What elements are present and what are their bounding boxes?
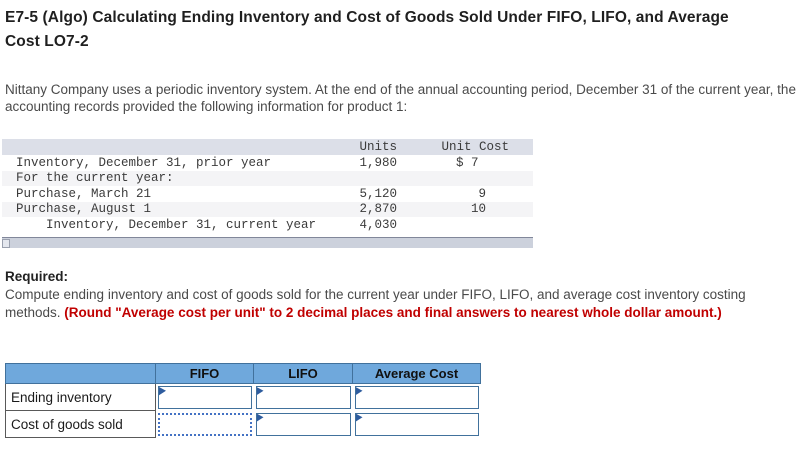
triangle-flag-icon	[355, 387, 363, 396]
fifo-column-header: FIFO	[155, 363, 254, 384]
ending-inventory-lifo-input[interactable]	[255, 386, 351, 409]
lifo-column-header: LIFO	[253, 363, 353, 384]
cost-of-goods-sold-fifo-input-focused[interactable]	[158, 412, 252, 436]
answer-header-row: FIFO LIFO Average Cost	[5, 363, 481, 384]
inventory-data-table: Units Unit Cost Inventory, December 31, …	[2, 139, 533, 233]
row-label: Purchase, August 1	[16, 202, 152, 217]
row-label-ending-inventory: Ending inventory	[5, 383, 156, 411]
inventory-table-header: Units Unit Cost	[2, 139, 533, 155]
row-unit-cost: 10	[470, 202, 486, 217]
required-heading: Required:	[5, 269, 69, 284]
triangle-flag-icon	[355, 413, 363, 422]
row-units: 4,030	[359, 217, 397, 232]
row-label-cost-of-goods-sold: Cost of goods sold	[5, 410, 156, 438]
cost-of-goods-sold-lifo-input[interactable]	[255, 412, 351, 436]
row-unit-cost: $ 7	[455, 155, 486, 170]
required-instructions: Compute ending inventory and cost of goo…	[5, 287, 746, 320]
required-paragraph: Compute ending inventory and cost of goo…	[5, 286, 797, 321]
row-unit-cost: 9	[478, 186, 486, 201]
table-row: Purchase, August 1 2,870 10	[2, 201, 533, 217]
scrollbar-thumb[interactable]	[2, 239, 10, 248]
table-row: For the current year:	[2, 170, 533, 186]
row-label: Purchase, March 21	[16, 186, 152, 201]
table-row: Inventory, December 31, current year 4,0…	[2, 217, 533, 233]
row-units: 2,870	[359, 202, 397, 217]
ending-inventory-average-cost-input[interactable]	[354, 386, 479, 409]
table-row: Inventory, December 31, prior year 1,980…	[2, 155, 533, 171]
average-cost-column-header: Average Cost	[352, 363, 481, 384]
row-label: Inventory, December 31, current year	[16, 217, 317, 232]
unit-cost-column-header: Unit Cost	[441, 140, 509, 154]
triangle-flag-icon	[256, 387, 264, 396]
ending-inventory-fifo-input[interactable]	[158, 386, 252, 409]
units-column-header: Units	[359, 140, 397, 154]
answer-table: FIFO LIFO Average Cost Ending inventory …	[5, 363, 481, 438]
row-units: 1,980	[359, 155, 397, 170]
table-row: Ending inventory	[5, 383, 481, 411]
triangle-flag-icon	[159, 387, 166, 396]
corner-header-cell	[5, 363, 156, 384]
row-label: Inventory, December 31, prior year	[16, 155, 272, 170]
row-label: For the current year:	[16, 171, 174, 186]
table-row: Purchase, March 21 5,120 9	[2, 186, 533, 202]
triangle-flag-icon	[256, 413, 264, 422]
cost-of-goods-sold-average-cost-input[interactable]	[354, 412, 479, 436]
intro-paragraph: Nittany Company uses a periodic inventor…	[5, 82, 796, 114]
table-row: Cost of goods sold	[5, 410, 481, 438]
row-units: 5,120	[359, 186, 397, 201]
page-title: E7-5 (Algo) Calculating Ending Inventory…	[5, 9, 729, 50]
horizontal-scrollbar[interactable]	[2, 237, 533, 248]
rounding-note: (Round "Average cost per unit" to 2 deci…	[64, 304, 722, 320]
